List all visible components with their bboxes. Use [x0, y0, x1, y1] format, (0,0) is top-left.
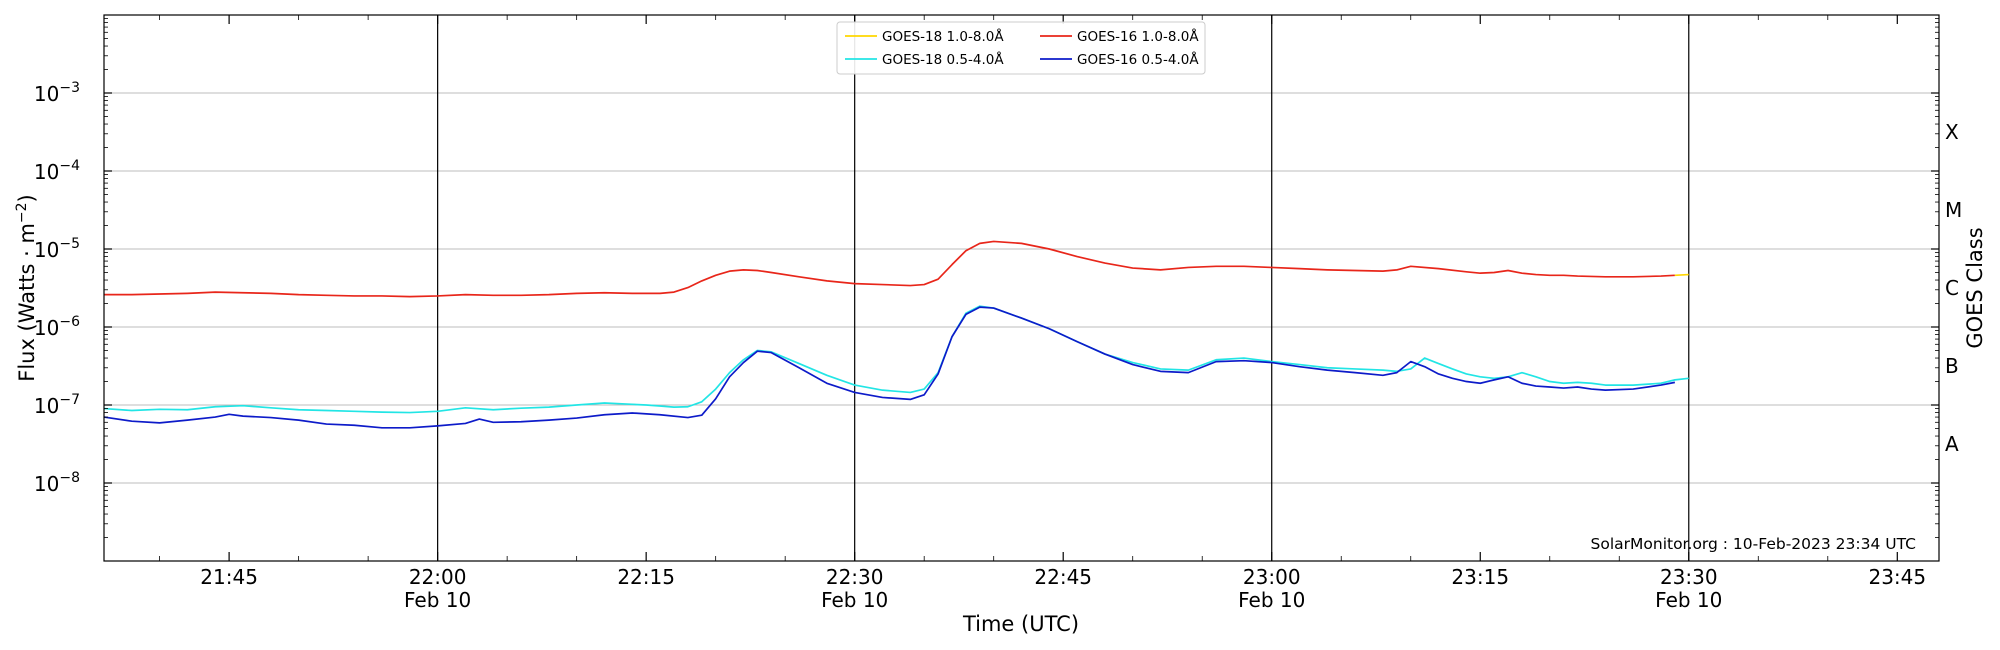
y-tick-label: 10−8: [34, 470, 80, 496]
y-tick-base: 10: [34, 238, 59, 262]
goes-class-label: M: [1945, 198, 1962, 222]
x-tick-label: 23:30: [1660, 565, 1718, 589]
x-tick-date-label: Feb 10: [1238, 588, 1305, 612]
series-line: [103, 305, 1689, 414]
y-tick-base: 10: [34, 472, 59, 496]
y-axis-title-text: Flux (Watts · m: [15, 223, 39, 382]
x-tick-label: 22:45: [1034, 565, 1092, 589]
y-tick-exponent: −7: [59, 392, 80, 408]
goes-class-axis-title: GOES Class: [1963, 227, 1987, 348]
legend-entry: GOES-18 0.5-4.0Å: [882, 51, 1004, 68]
credit-annotation: SolarMonitor.org : 10-Feb-2023 23:34 UTC: [1591, 535, 1916, 553]
goes-class-label: X: [1945, 120, 1959, 144]
legend-entry: GOES-16 1.0-8.0Å: [1077, 28, 1199, 45]
series-layer: [103, 240, 1689, 429]
series-line: [104, 240, 1675, 298]
y-tick-label: 10−3: [34, 80, 80, 106]
plot-frame: [103, 14, 1940, 562]
y-tick-base: 10: [34, 82, 59, 106]
x-axis-title: Time (UTC): [962, 612, 1079, 636]
legend: GOES-18 1.0-8.0Å GOES-18 0.5-4.0Å GOES-16 …: [836, 21, 1206, 75]
x-tick-label: 21:45: [200, 565, 258, 589]
y-tick-base: 10: [34, 316, 59, 340]
y-tick-exponent: −5: [59, 236, 80, 252]
x-tick-label: 22:00: [409, 565, 467, 589]
x-tick-label: 22:15: [617, 565, 675, 589]
y-tick-base: 10: [34, 394, 59, 418]
legend-box: [836, 21, 1206, 75]
x-tick-date-label: Feb 10: [404, 588, 471, 612]
y-tick-exponent: −6: [59, 314, 80, 330]
series-line: [1674, 273, 1689, 277]
goes-class-label: B: [1945, 354, 1959, 378]
y-tick-exponent: −3: [59, 80, 80, 96]
y-tick-base: 10: [34, 160, 59, 184]
legend-entry: GOES-18 1.0-8.0Å: [882, 28, 1004, 45]
x-tick-label: 23:45: [1868, 565, 1926, 589]
day-marker-lines: [437, 15, 1690, 561]
x-tick-label: 23:15: [1451, 565, 1509, 589]
goes-class-label: A: [1945, 432, 1959, 456]
grid-layer: [104, 92, 1939, 484]
y-axis-title-exponent: −2: [14, 202, 30, 223]
x-tick-label: 22:30: [826, 565, 884, 589]
series-line: [103, 306, 1676, 429]
y-axis-title-close: ): [15, 194, 39, 202]
x-tick-date-label: Feb 10: [821, 588, 888, 612]
tick-layer: [104, 15, 1939, 561]
y-tick-label: 10−4: [34, 158, 80, 184]
y-tick-label: 10−6: [34, 314, 80, 340]
y-tick-label: 10−5: [34, 236, 80, 262]
y-tick-label: 10−7: [34, 392, 80, 418]
y-axis-title: Flux (Watts · m−2): [14, 194, 39, 382]
y-tick-exponent: −4: [59, 158, 80, 174]
y-tick-exponent: −8: [59, 470, 80, 486]
goes-class-label: C: [1945, 276, 1959, 300]
legend-entry: GOES-16 0.5-4.0Å: [1077, 51, 1199, 68]
x-tick-label: 23:00: [1243, 565, 1301, 589]
x-tick-date-label: Feb 10: [1655, 588, 1722, 612]
